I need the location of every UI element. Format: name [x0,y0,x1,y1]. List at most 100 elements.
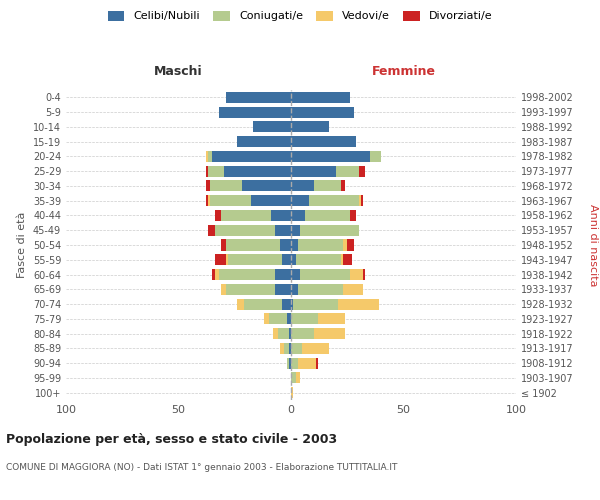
Bar [343,284,363,295]
Bar [205,195,208,206]
Bar [237,136,291,147]
Bar [291,372,296,384]
Bar [210,180,241,192]
Bar [291,106,354,118]
Bar [296,254,341,266]
Bar [291,122,329,132]
Bar [291,298,293,310]
Bar [359,195,361,206]
Bar [298,240,343,250]
Legend: Celibi/Nubili, Coniugati/e, Vedovi/e, Divorziati/e: Celibi/Nubili, Coniugati/e, Vedovi/e, Di… [108,10,492,22]
Text: Femmine: Femmine [371,64,436,78]
Bar [221,284,226,295]
Bar [291,224,300,236]
Bar [293,298,338,310]
Bar [314,180,341,192]
Bar [210,195,251,206]
Bar [291,195,309,206]
Bar [291,210,305,221]
Bar [363,269,365,280]
Bar [349,210,356,221]
Bar [219,106,291,118]
Bar [287,358,289,368]
Y-axis label: Fasce di età: Fasce di età [17,212,27,278]
Bar [291,387,293,398]
Bar [226,240,280,250]
Bar [291,240,298,250]
Bar [275,269,291,280]
Bar [336,166,359,176]
Bar [271,210,291,221]
Bar [289,328,291,339]
Bar [215,269,219,280]
Bar [264,314,269,324]
Bar [289,343,291,354]
Y-axis label: Anni di nascita: Anni di nascita [587,204,598,286]
Bar [341,254,343,266]
Bar [305,210,349,221]
Bar [291,328,314,339]
Bar [280,343,284,354]
Bar [208,195,210,206]
Bar [244,298,282,310]
Bar [205,151,208,162]
Bar [291,314,318,324]
Bar [241,180,291,192]
Bar [359,166,365,176]
Bar [212,269,215,280]
Bar [205,180,210,192]
Bar [277,328,289,339]
Bar [282,298,291,310]
Bar [291,136,356,147]
Bar [291,269,300,280]
Bar [370,151,381,162]
Bar [291,284,298,295]
Bar [208,151,212,162]
Bar [208,166,223,176]
Bar [208,224,215,236]
Bar [212,151,291,162]
Bar [269,314,287,324]
Bar [223,166,291,176]
Bar [291,92,349,103]
Bar [282,254,291,266]
Bar [275,284,291,295]
Bar [296,372,300,384]
Bar [341,180,345,192]
Bar [289,358,291,368]
Bar [291,180,314,192]
Bar [215,224,275,236]
Bar [300,269,349,280]
Bar [226,284,275,295]
Bar [314,328,345,339]
Bar [287,314,291,324]
Bar [361,195,363,206]
Bar [205,166,208,176]
Bar [219,269,275,280]
Bar [343,254,352,266]
Bar [280,240,291,250]
Bar [226,92,291,103]
Bar [273,328,277,339]
Bar [302,343,329,354]
Bar [226,254,228,266]
Bar [275,224,291,236]
Bar [291,358,298,368]
Bar [215,210,221,221]
Bar [300,224,359,236]
Bar [291,343,302,354]
Bar [298,358,316,368]
Bar [284,343,289,354]
Bar [343,240,347,250]
Bar [349,269,363,280]
Bar [291,151,370,162]
Text: COMUNE DI MAGGIORA (NO) - Dati ISTAT 1° gennaio 2003 - Elaborazione TUTTITALIA.I: COMUNE DI MAGGIORA (NO) - Dati ISTAT 1° … [6,462,397,471]
Bar [291,166,336,176]
Bar [298,284,343,295]
Bar [316,358,318,368]
Bar [347,240,354,250]
Bar [253,122,291,132]
Bar [221,240,226,250]
Bar [318,314,345,324]
Bar [338,298,379,310]
